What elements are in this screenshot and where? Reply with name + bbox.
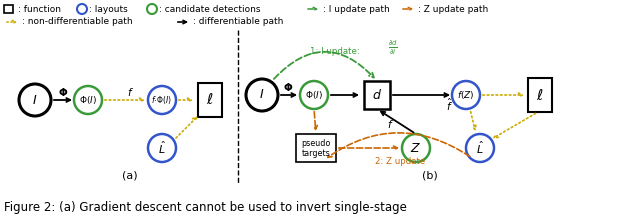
Circle shape (402, 134, 430, 162)
Circle shape (148, 86, 176, 114)
FancyArrowPatch shape (328, 133, 470, 157)
Circle shape (466, 134, 494, 162)
Text: $\mathbf{\Phi}$: $\mathbf{\Phi}$ (58, 86, 68, 98)
Text: $f$: $f$ (387, 118, 394, 129)
Text: : layouts: : layouts (89, 5, 128, 14)
Text: $\frac{\partial d}{\partial I}$: $\frac{\partial d}{\partial I}$ (388, 39, 398, 57)
Circle shape (19, 84, 51, 116)
Circle shape (74, 86, 102, 114)
Text: $\ell$: $\ell$ (206, 92, 214, 108)
Circle shape (246, 79, 278, 111)
Text: $\ell$: $\ell$ (536, 88, 544, 102)
Bar (364, 81, 390, 109)
Text: 1: I update:: 1: I update: (310, 48, 362, 57)
Text: (a): (a) (122, 171, 138, 181)
Text: Figure 2: (a) Gradient descent cannot be used to invert single-stage: Figure 2: (a) Gradient descent cannot be… (4, 201, 407, 214)
Bar (198, 83, 222, 117)
Text: 2: Z update: 2: Z update (375, 157, 425, 166)
Text: (b): (b) (422, 171, 438, 181)
Bar (3, 5, 13, 13)
Circle shape (77, 4, 87, 14)
Bar (528, 78, 552, 112)
Text: $\Phi(I)$: $\Phi(I)$ (305, 89, 323, 101)
Text: $\hat{f}$: $\hat{f}$ (445, 97, 452, 113)
Circle shape (147, 4, 157, 14)
Text: $\mathbf{\Phi}$: $\mathbf{\Phi}$ (283, 81, 293, 93)
Text: : differentiable path: : differentiable path (193, 18, 284, 26)
Text: : I update path: : I update path (323, 5, 390, 14)
Text: targets: targets (301, 148, 330, 157)
Text: $I$: $I$ (259, 88, 265, 101)
Text: $\hat{L}$: $\hat{L}$ (476, 140, 484, 156)
Text: : Z update path: : Z update path (418, 5, 488, 14)
Text: : function: : function (18, 5, 61, 14)
Text: : candidate detections: : candidate detections (159, 5, 260, 14)
Text: $d$: $d$ (372, 88, 382, 102)
Text: $\Phi(I)$: $\Phi(I)$ (79, 94, 97, 106)
Text: $f(Z)$: $f(Z)$ (457, 89, 475, 101)
Text: : non-differentiable path: : non-differentiable path (22, 18, 132, 26)
Circle shape (452, 81, 480, 109)
Text: $f\!\cdot\!\Phi(I)$: $f\!\cdot\!\Phi(I)$ (152, 94, 173, 106)
Bar (296, 134, 336, 162)
Text: $Z$: $Z$ (410, 141, 422, 154)
Text: pseudo: pseudo (301, 138, 331, 148)
Text: $f$: $f$ (127, 86, 134, 98)
FancyArrowPatch shape (274, 52, 374, 79)
Text: $I$: $I$ (33, 94, 38, 106)
Circle shape (148, 134, 176, 162)
Text: $\hat{L}$: $\hat{L}$ (158, 140, 166, 156)
Circle shape (300, 81, 328, 109)
